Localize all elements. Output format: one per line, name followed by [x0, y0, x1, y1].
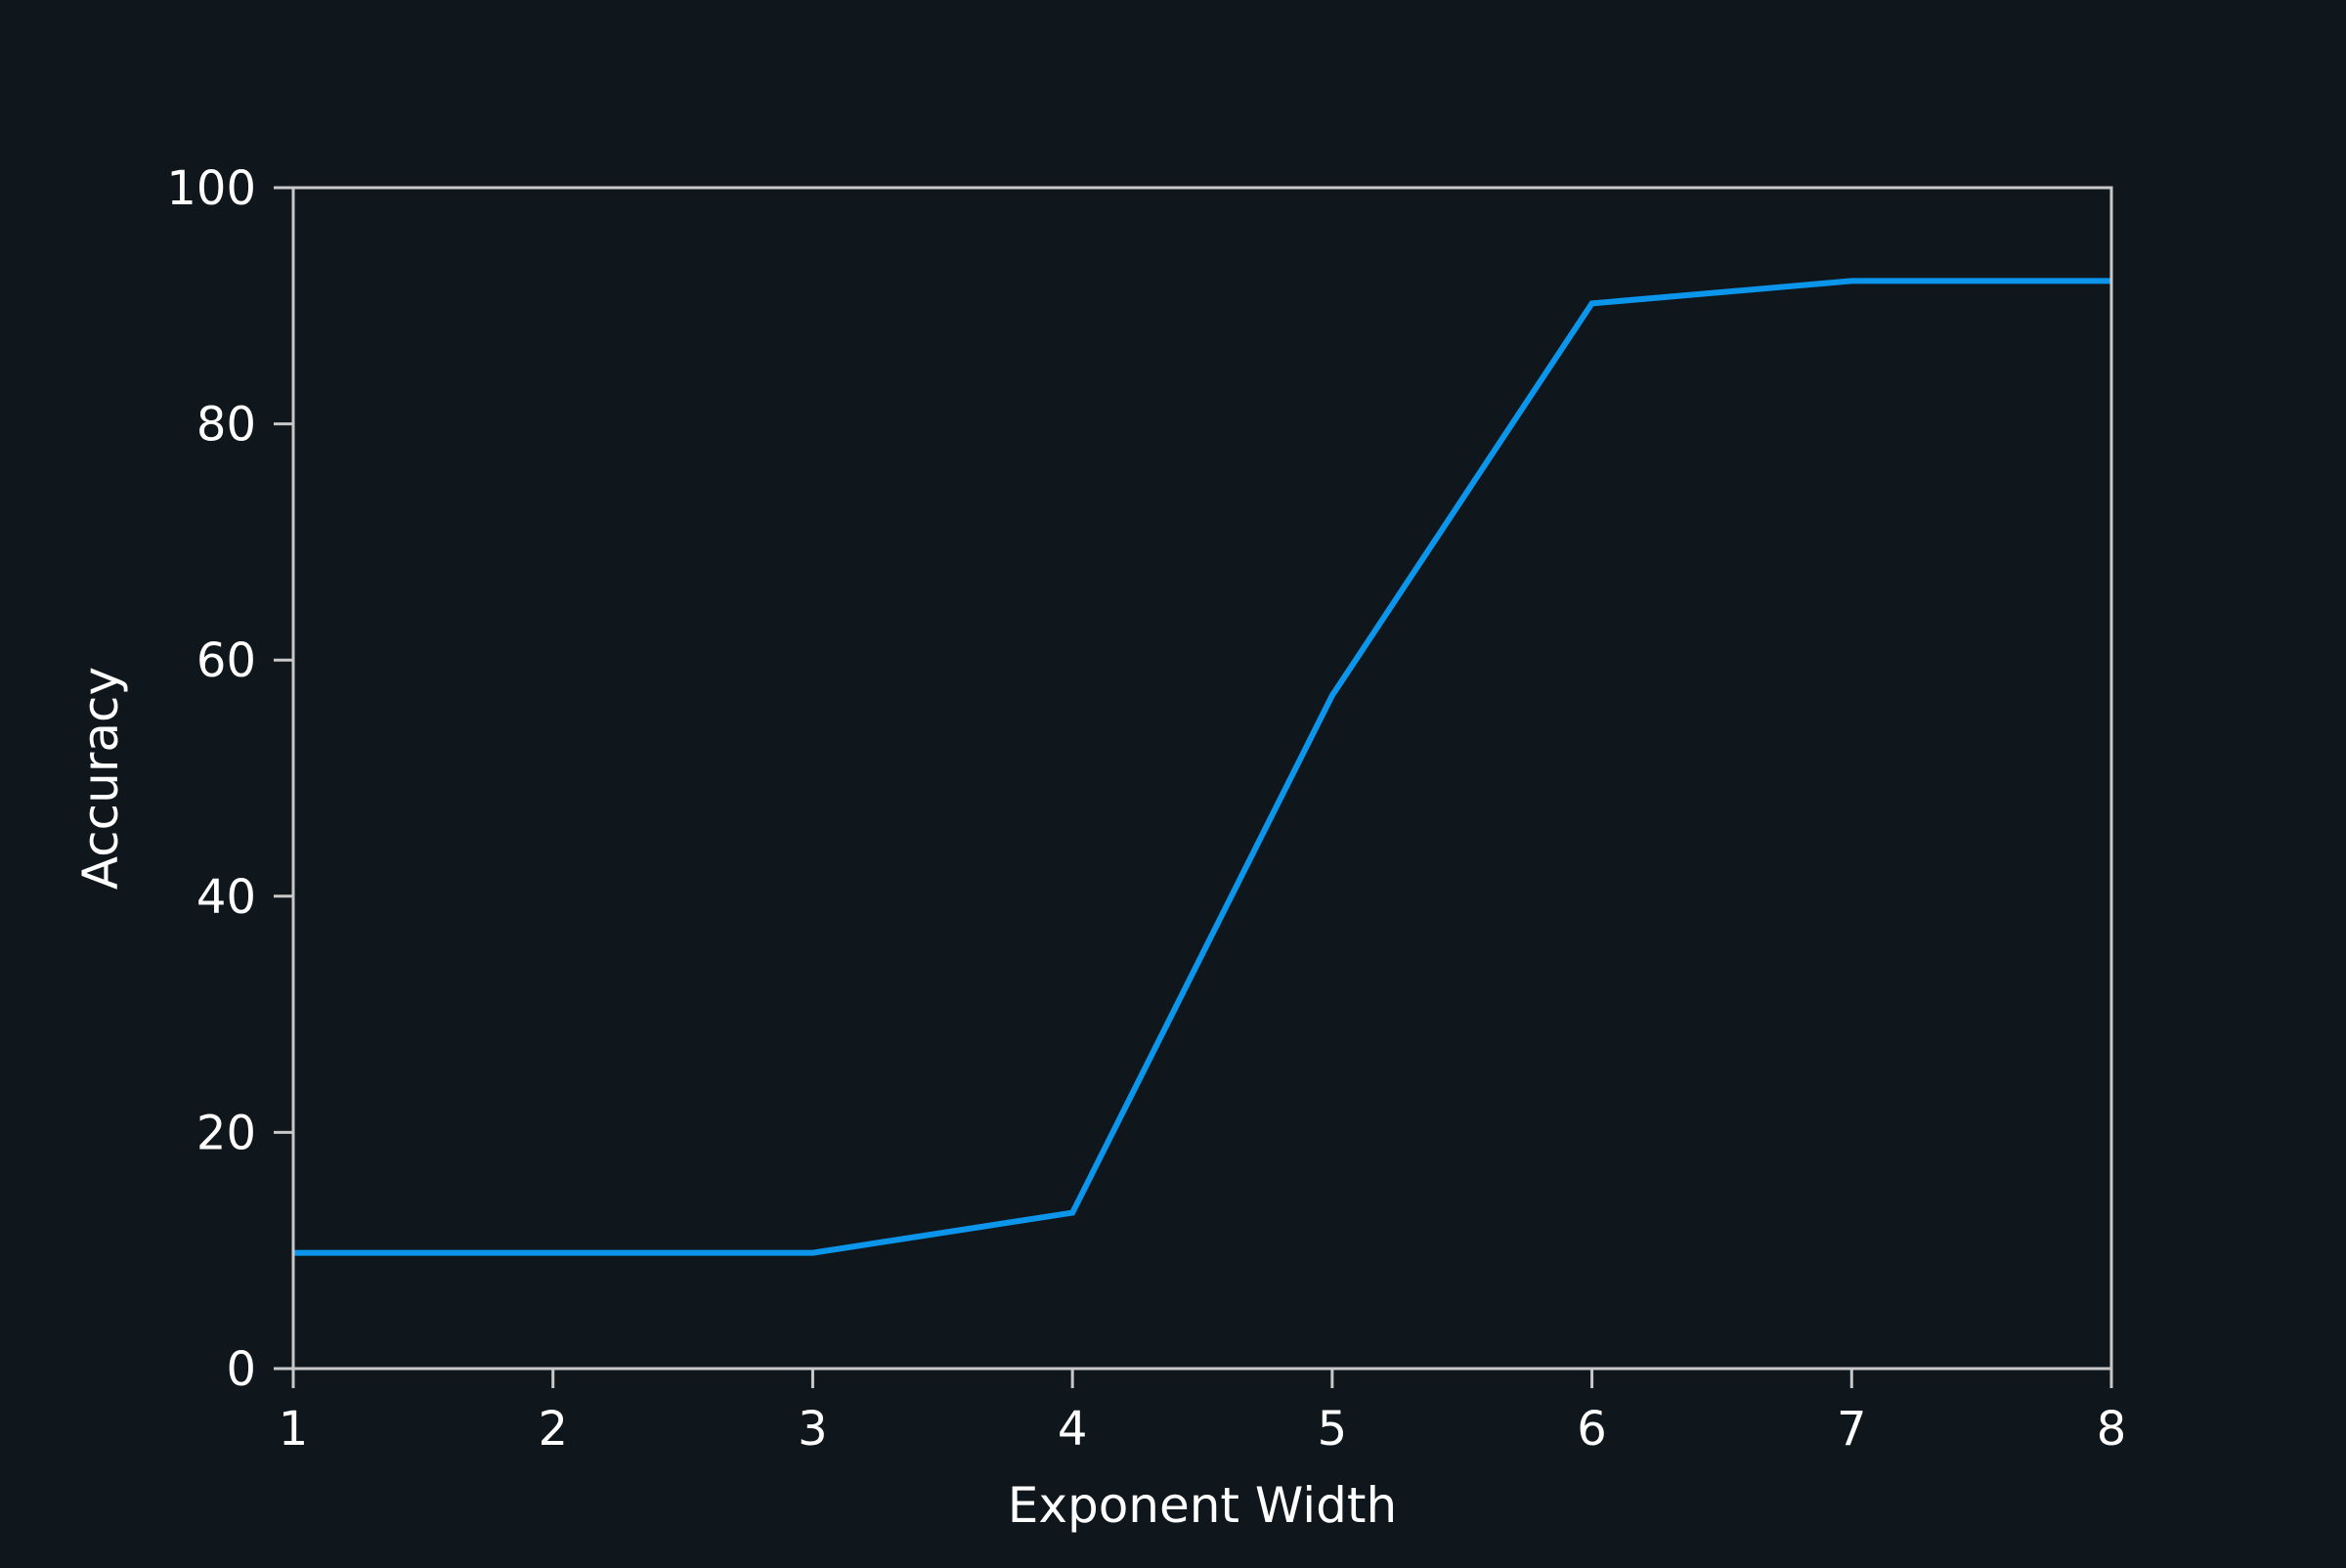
x-tick-label: 3: [798, 1402, 828, 1457]
x-tick-label: 6: [1577, 1402, 1607, 1457]
y-tick-label: 40: [196, 870, 256, 925]
y-tick-label: 0: [226, 1342, 256, 1397]
y-tick-label: 80: [196, 398, 256, 453]
x-tick-label: 1: [279, 1402, 309, 1457]
series-layer: [293, 278, 2111, 1256]
x-tick-label: 2: [538, 1402, 568, 1457]
x-tick-label: 4: [1058, 1402, 1088, 1457]
x-tick-label: 5: [1318, 1402, 1348, 1457]
y-tick-label: 60: [196, 633, 256, 688]
x-tick-label: 8: [2097, 1402, 2127, 1457]
series-line: [293, 278, 2111, 1256]
x-axis-label: Exponent Width: [1008, 1477, 1397, 1534]
y-axis-label: Accuracy: [72, 667, 129, 890]
x-tick-label: 7: [1837, 1402, 1867, 1457]
plot-frame: [291, 186, 2113, 1371]
y-tick-label: 20: [196, 1106, 256, 1160]
y-tick-label: 100: [166, 161, 256, 216]
